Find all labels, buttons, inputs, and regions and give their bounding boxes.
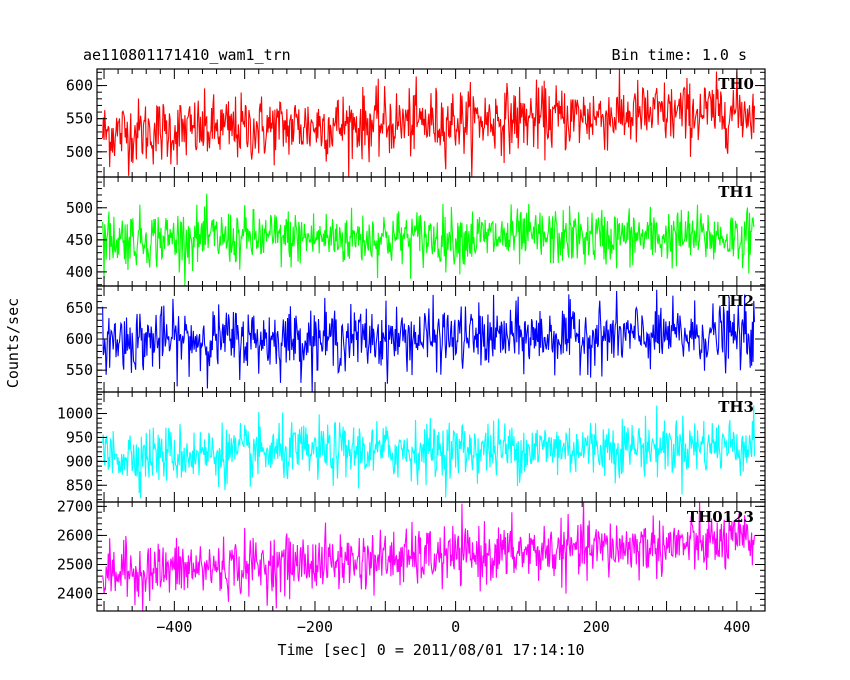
y-tick-label: 2700: [57, 497, 93, 515]
x-tick-label: 200: [583, 618, 610, 636]
x-tick-label: −200: [297, 618, 333, 636]
panel-label-th2: TH2: [718, 292, 754, 310]
chart-title-left: ae110801171410_wam1_trn: [83, 46, 291, 64]
y-tick-label: 550: [66, 110, 93, 128]
panel-th3: 850 900 950 1000 TH3: [57, 391, 766, 503]
series-line-th0123: [102, 502, 755, 611]
y-tick-label: 2600: [57, 526, 93, 544]
chart-title-right: Bin time: 1.0 s: [612, 46, 747, 64]
y-tick-label: 450: [66, 231, 93, 249]
panel-th0123: 2400 2500 2600 2700 TH0123: [57, 497, 766, 612]
y-tick-label: 400: [66, 263, 93, 281]
y-tick-label: 900: [66, 452, 93, 470]
panel-label-th0: TH0: [718, 75, 754, 93]
x-tick-label: 400: [723, 618, 750, 636]
y-tick-label: 600: [66, 330, 93, 348]
y-tick-label: 2500: [57, 555, 93, 573]
y-tick-label: 500: [66, 199, 93, 217]
y-tick-label: 500: [66, 143, 93, 161]
x-axis: −400 −200 0 200 400: [156, 618, 750, 636]
series-line-th3: [102, 405, 755, 499]
x-tick-label: 0: [451, 618, 460, 636]
y-tick-label: 950: [66, 428, 93, 446]
y-tick-label: 850: [66, 476, 93, 494]
y-tick-label: 550: [66, 361, 93, 379]
panel-th1: 400 450 500 TH1: [66, 176, 766, 287]
x-tick-label: −400: [156, 618, 192, 636]
y-tick-label: 650: [66, 299, 93, 317]
series-line-th2: [102, 289, 755, 392]
series-line-th1: [102, 193, 755, 286]
panel-label-th3: TH3: [718, 398, 754, 416]
y-tick-label: 600: [66, 77, 93, 95]
y-tick-label: 2400: [57, 585, 93, 603]
panel-th2: 550 600 650 TH2: [66, 285, 766, 393]
y-tick-label: 1000: [57, 405, 93, 423]
panel-label-th1: TH1: [718, 183, 754, 201]
panels-group: 500 550 600 TH0 400 450 500 TH1 550 600 650 TH2 850 9…: [57, 68, 766, 612]
x-axis-label: Time [sec] 0 = 2011/08/01 17:14:10: [277, 641, 584, 659]
panel-label-th0123: TH0123: [687, 508, 754, 526]
panel-th0: 500 550 600 TH0: [66, 68, 766, 178]
y-axis-label: Counts/sec: [4, 298, 22, 388]
panel-frame: [96, 501, 766, 612]
series-line-th0: [102, 69, 755, 177]
